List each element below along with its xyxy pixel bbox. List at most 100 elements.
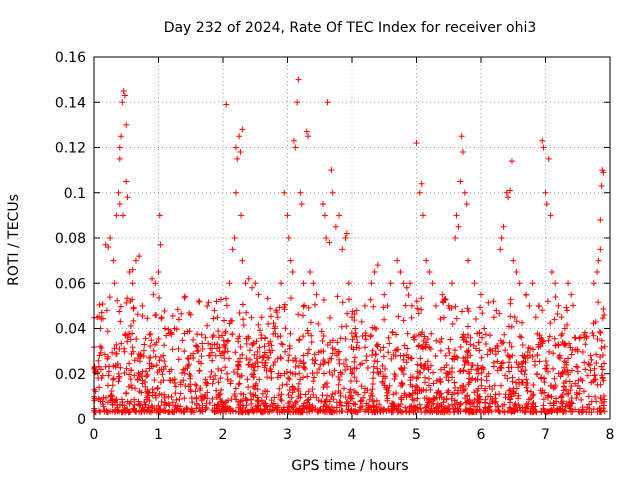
data-point <box>194 331 201 338</box>
data-point <box>395 313 402 320</box>
data-point <box>547 212 554 219</box>
data-point <box>481 387 488 394</box>
data-point <box>99 398 106 405</box>
data-point <box>574 368 581 375</box>
data-point <box>181 348 188 355</box>
data-point <box>552 382 559 389</box>
data-point <box>217 375 224 382</box>
data-point <box>471 396 478 403</box>
data-point <box>157 379 164 386</box>
data-point <box>413 298 420 305</box>
data-point <box>578 396 585 403</box>
data-point <box>356 345 363 352</box>
data-point <box>100 394 107 401</box>
data-point <box>523 376 530 383</box>
data-point <box>232 144 239 151</box>
data-point <box>556 352 563 359</box>
data-point <box>472 315 479 322</box>
x-axis-ticks: 0 1 2 3 4 5 6 7 8 <box>90 57 614 443</box>
data-point <box>261 343 268 350</box>
data-point <box>519 341 526 348</box>
data-point <box>536 358 543 365</box>
data-point <box>111 397 118 404</box>
data-point <box>243 355 250 362</box>
data-point <box>519 379 526 386</box>
data-point <box>194 400 201 407</box>
data-point <box>434 409 441 416</box>
data-point <box>585 393 592 400</box>
data-point <box>397 268 404 275</box>
data-point <box>172 402 179 409</box>
data-point <box>300 359 307 366</box>
data-point <box>588 356 595 363</box>
data-point <box>99 301 106 308</box>
data-point <box>451 379 458 386</box>
data-point <box>278 397 285 404</box>
data-point <box>299 312 306 319</box>
data-point <box>233 396 240 403</box>
data-point <box>534 371 541 378</box>
data-point <box>564 321 571 328</box>
data-point <box>123 178 130 185</box>
data-point <box>285 235 292 241</box>
data-point <box>154 385 161 392</box>
data-point <box>195 298 202 305</box>
data-point <box>196 298 203 305</box>
data-point <box>474 395 481 402</box>
data-point <box>419 212 426 219</box>
data-point <box>530 381 537 388</box>
data-point <box>567 344 574 351</box>
data-point <box>411 387 418 394</box>
data-point <box>125 409 132 416</box>
data-point <box>562 368 569 375</box>
data-point <box>181 294 188 301</box>
data-point <box>465 331 472 338</box>
data-point <box>352 325 359 332</box>
data-point <box>155 402 162 409</box>
data-point <box>405 354 412 361</box>
data-point <box>482 399 489 406</box>
data-point <box>203 382 210 389</box>
data-point <box>168 366 175 373</box>
data-point <box>128 350 135 357</box>
data-point <box>546 348 553 355</box>
data-point <box>404 345 411 352</box>
y-axis-title: ROTI / TECUs <box>6 194 22 286</box>
data-point <box>390 391 397 398</box>
data-point <box>475 365 482 372</box>
data-point <box>211 341 218 348</box>
data-point <box>490 314 497 321</box>
data-point <box>144 372 151 379</box>
data-point <box>258 397 265 404</box>
data-point <box>438 394 445 401</box>
data-point <box>521 371 528 378</box>
data-point <box>388 409 395 416</box>
data-point <box>332 390 339 397</box>
data-point <box>122 332 129 339</box>
data-point <box>221 349 228 356</box>
data-point <box>551 335 558 342</box>
data-point <box>196 386 203 393</box>
data-point <box>114 402 121 409</box>
data-point <box>487 332 494 339</box>
data-point <box>428 330 435 337</box>
data-point <box>146 354 153 361</box>
data-point <box>522 359 529 366</box>
data-point <box>555 353 562 360</box>
data-point <box>254 386 261 393</box>
data-point <box>213 387 220 394</box>
data-point <box>277 372 284 379</box>
data-point <box>314 409 321 416</box>
data-point <box>352 354 359 361</box>
data-point <box>216 391 223 398</box>
data-point <box>139 302 146 309</box>
data-point <box>296 370 303 377</box>
data-point <box>116 155 123 162</box>
data-point <box>414 384 421 391</box>
data-point <box>181 330 188 337</box>
data-point <box>123 390 130 397</box>
data-point <box>529 280 536 287</box>
data-point <box>275 333 282 340</box>
data-point <box>304 373 311 380</box>
data-point <box>212 372 219 379</box>
